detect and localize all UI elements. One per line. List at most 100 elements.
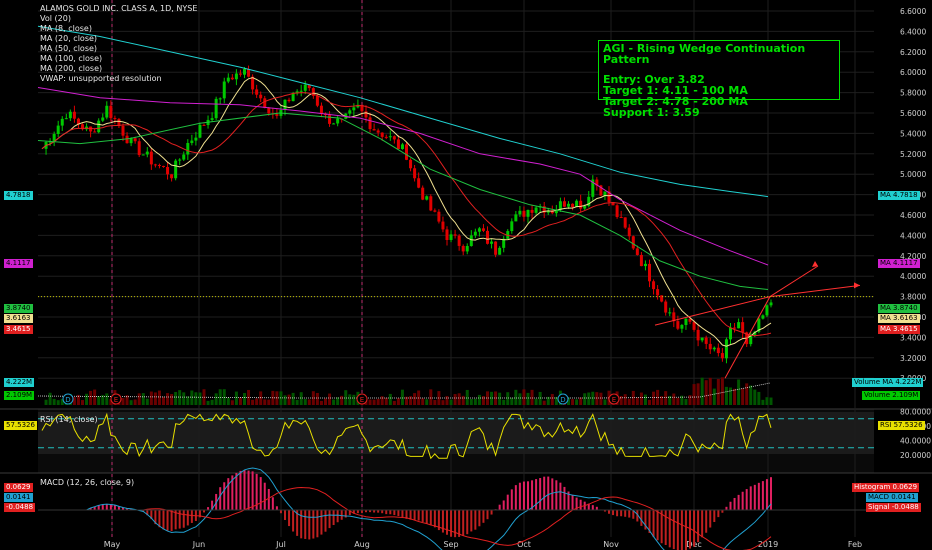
candle-body (153, 164, 157, 166)
macd-hist-bar (697, 510, 700, 543)
volume-bar (368, 399, 372, 405)
volume-bar (178, 390, 182, 405)
macd-hist-bar (219, 487, 222, 510)
ma50-line (37, 112, 769, 290)
volume-bar (384, 397, 388, 405)
macd-hist-bar (239, 470, 242, 510)
candle-body (303, 84, 307, 91)
candle-body (753, 331, 757, 335)
candle-body (765, 305, 769, 316)
candle-body (635, 248, 639, 255)
volume-bar (125, 395, 129, 405)
indicator-label: MA (20, close) (40, 34, 98, 43)
macd-hist-bar (126, 508, 129, 510)
volume-bar (166, 393, 170, 405)
month-label: Sep (443, 540, 458, 549)
candle-body (494, 241, 498, 255)
candle-body (518, 210, 522, 215)
volume-bar (652, 391, 656, 405)
macd-hist-bar (656, 510, 659, 541)
volume-bar (494, 391, 498, 405)
macd-hist-bar (510, 489, 513, 510)
candle-body (441, 221, 445, 230)
macd-hist-bar (401, 510, 404, 518)
volume-bar (639, 392, 643, 405)
volume-bar (89, 390, 93, 405)
macd-hist-bar (304, 510, 307, 539)
rsi-tick-label: 20.0000 (900, 451, 931, 460)
macd-hist-bar (527, 481, 529, 510)
candle-body (336, 118, 340, 124)
macd-hist-bar (466, 510, 469, 535)
macd-hist-bar (356, 510, 359, 514)
candle-body (607, 191, 611, 202)
macd-hist-bar (113, 505, 116, 510)
candle-body (210, 118, 214, 120)
candle-body (315, 95, 319, 106)
macd-hist-bar (89, 508, 92, 510)
candle-body (449, 234, 453, 240)
volume-bar (162, 396, 165, 405)
volume-bar (170, 394, 174, 405)
macd-hist-bar (417, 510, 420, 521)
volume-bar (753, 389, 757, 405)
candle-body (121, 125, 125, 136)
macd-hist-bar (531, 480, 534, 510)
macd-hist-bar (174, 510, 177, 530)
macd-hist-bar (705, 510, 708, 533)
macd-hist-bar (150, 510, 153, 520)
annotation-line: Target 1: 4.11 - 100 MA (603, 84, 748, 97)
macd-hist-bar (709, 510, 712, 528)
macd-hist-bar (312, 510, 315, 539)
indicator-list: Vol (20) MA (8, close) MA (20, close) MA (5… (40, 14, 162, 84)
volume-bar (567, 397, 570, 405)
macd-hist-bar (640, 510, 643, 526)
volume-bar (105, 393, 109, 405)
right-tag-ma200: MA 4.7818 (878, 191, 920, 200)
volume-bar (449, 399, 453, 405)
volume-bar (603, 399, 607, 405)
macd-hist-bar (373, 510, 376, 513)
macd-hist-bar (725, 506, 728, 510)
candle-body (660, 295, 664, 302)
candle-body (380, 132, 384, 137)
volume-bar (344, 390, 348, 405)
candle-body (105, 105, 109, 118)
macd-hist-bar (559, 482, 562, 510)
macd-hist-bar (575, 497, 578, 510)
volume-bar (182, 392, 186, 405)
left-tag-ma8: 3.6163 (4, 314, 33, 323)
volume-bar (546, 396, 550, 405)
candle-body (162, 165, 165, 167)
candle-body (311, 88, 315, 96)
macd-hist-bar (672, 510, 675, 550)
macd-hist-bar (203, 510, 205, 513)
macd-hist-bar (182, 510, 185, 528)
volume-bar (76, 394, 80, 405)
volume-bar (194, 392, 198, 405)
volume-bar (421, 398, 425, 405)
volume-bar (761, 399, 765, 405)
candle-body (672, 312, 676, 322)
target-arrow-2-head (854, 282, 860, 289)
volume-bar (190, 390, 194, 405)
volume-bar (388, 393, 392, 405)
annotation-box: AGI - Rising Wedge Continuation Pattern … (598, 40, 840, 118)
candle-body (166, 166, 170, 175)
macd-hist-bar (389, 510, 392, 515)
candle-body (113, 118, 117, 120)
macd-signal-line (42, 486, 772, 550)
macd-hist-bar (567, 491, 570, 510)
macd-hist-bar (684, 510, 687, 550)
volume-bar (627, 398, 631, 405)
right-tag-macd-hist: Histogram 0.0629 (852, 483, 920, 492)
volume-bar (635, 397, 639, 405)
volume-bar (153, 392, 157, 405)
candle-body (259, 94, 263, 99)
candle-body (214, 98, 218, 119)
volume-bar (376, 398, 380, 405)
candle-body (558, 201, 562, 210)
macd-hist-bar (608, 510, 610, 514)
volume-bar (186, 396, 190, 405)
